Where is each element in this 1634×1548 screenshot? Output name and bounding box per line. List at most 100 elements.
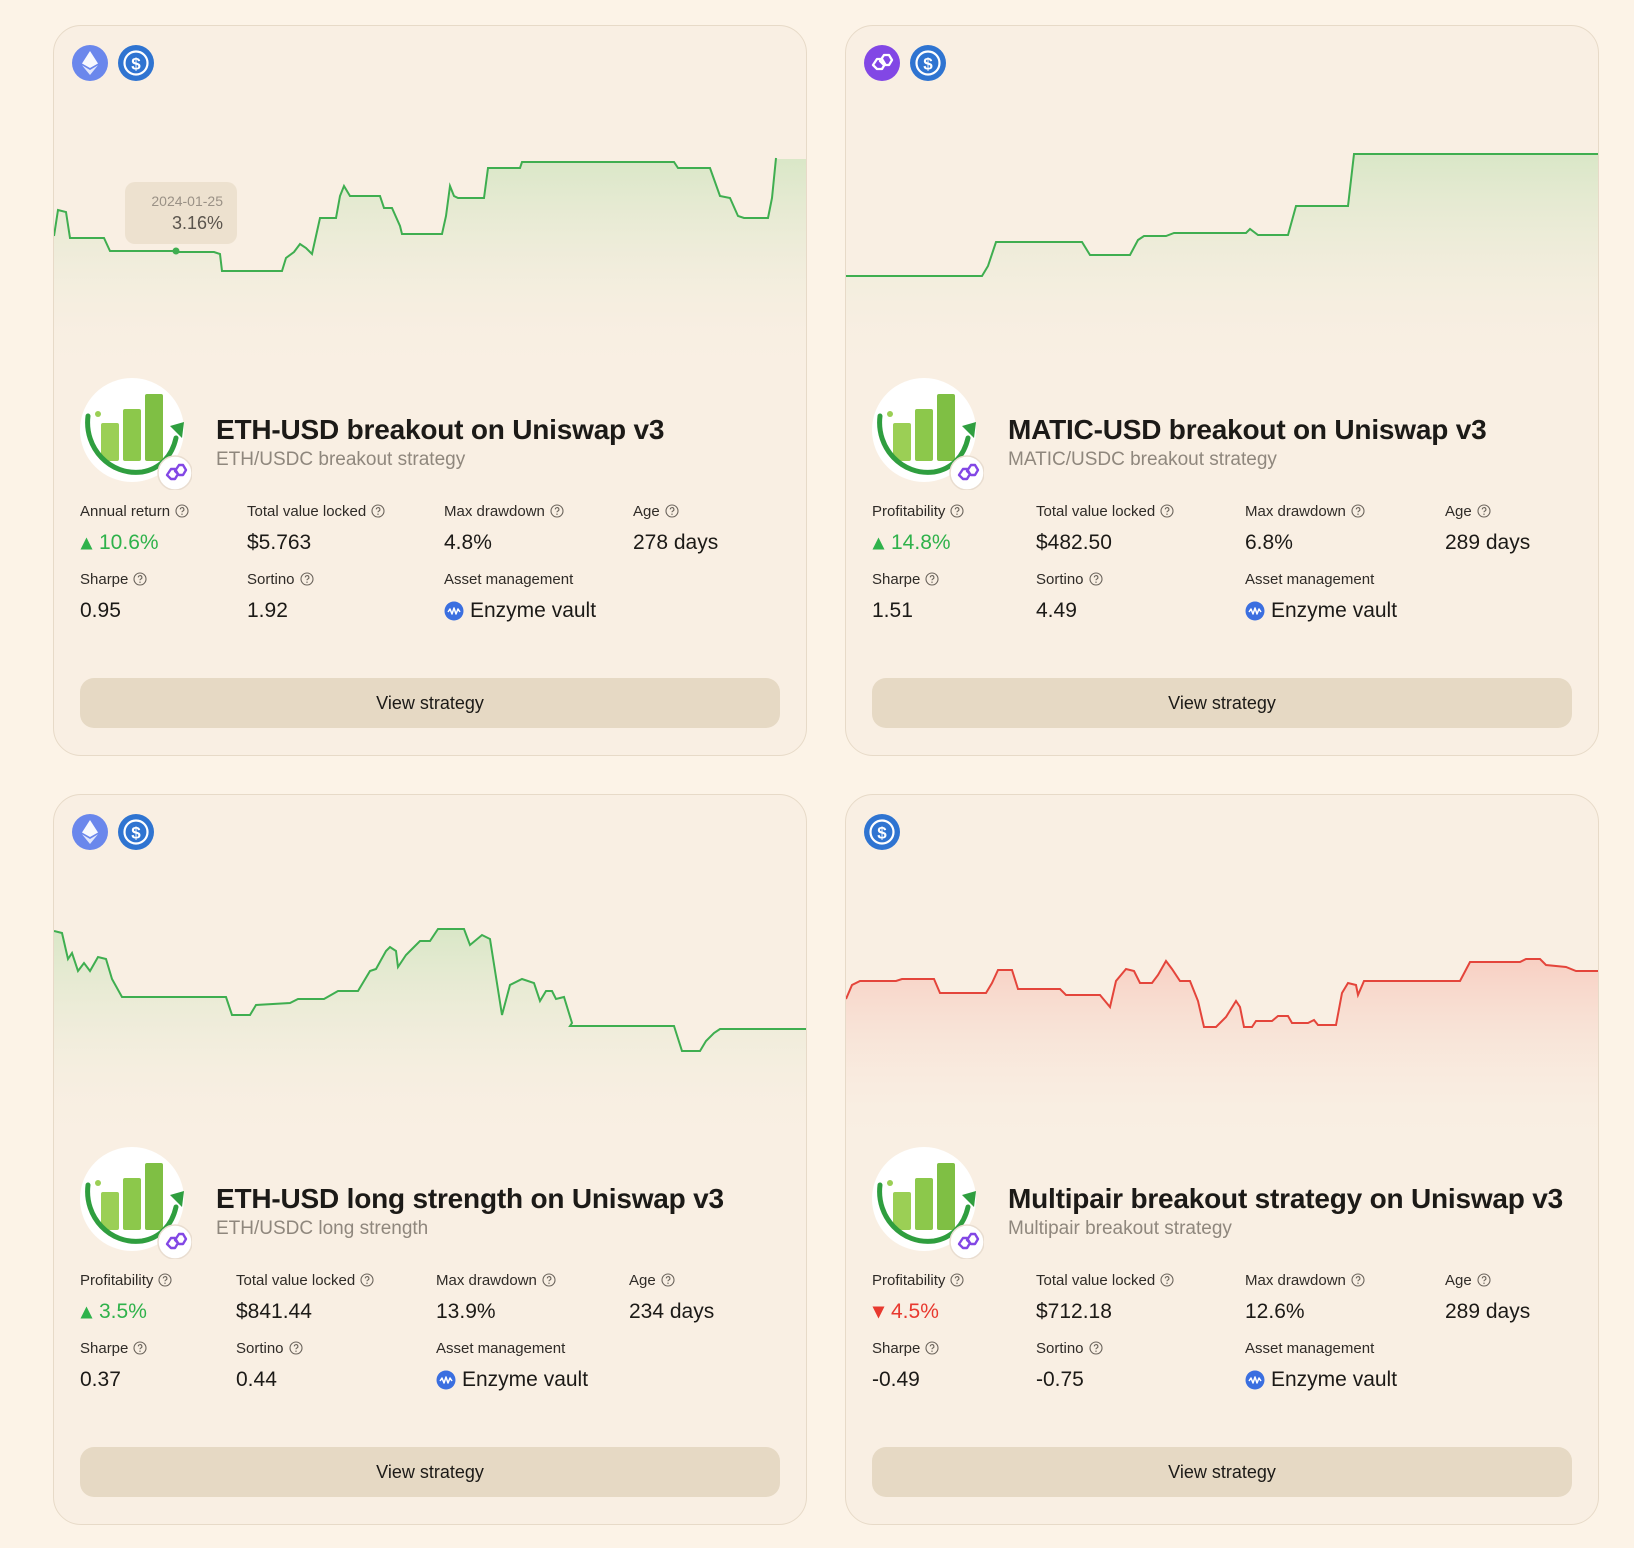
- polygon-icon: [863, 44, 901, 82]
- metric-value: Enzyme vault: [1271, 599, 1398, 622]
- help-icon[interactable]: [550, 504, 564, 518]
- metric-value: $482.50: [1036, 531, 1112, 554]
- strategy-logo: [872, 378, 984, 490]
- arrow-down-icon: [872, 1306, 885, 1319]
- metric-profitability: Profitability 3.5%: [80, 1271, 172, 1325]
- metric-value: 289 days: [1445, 1300, 1531, 1323]
- metric-value: 6.8%: [1245, 531, 1293, 554]
- metric-label: Sortino: [236, 1339, 284, 1357]
- help-icon[interactable]: [299, 572, 314, 586]
- strategy-card[interactable]: $ MATIC-USD breakout on Unis: [845, 25, 1599, 756]
- metric-sharpe: Sharpe 1.51: [872, 570, 939, 624]
- help-icon[interactable]: [1088, 572, 1103, 586]
- performance-chart[interactable]: [54, 795, 806, 1145]
- strategy-subtitle: MATIC/USDC breakout strategy: [1008, 449, 1277, 470]
- strategy-logo: [872, 1147, 984, 1259]
- help-icon[interactable]: [1160, 1273, 1174, 1287]
- metric-label: Age: [633, 502, 660, 520]
- metric-label: Sharpe: [80, 1339, 129, 1357]
- strategy-logo: [80, 378, 192, 490]
- help-icon[interactable]: [542, 1273, 556, 1287]
- metric-value: 4.8%: [444, 531, 492, 554]
- metric-value: 0.37: [80, 1368, 121, 1391]
- enzyme-vault-icon: [436, 1370, 456, 1390]
- performance-chart[interactable]: [846, 26, 1598, 376]
- metric-label: Total value locked: [236, 1271, 356, 1289]
- ethereum-icon: [71, 44, 109, 82]
- strategy-card[interactable]: $ ETH-USD long strength on U: [53, 794, 807, 1525]
- arrow-up-icon: [872, 537, 885, 550]
- svg-text:$: $: [131, 55, 141, 74]
- help-icon[interactable]: [1477, 504, 1491, 518]
- tooltip-date: 2024-01-25: [151, 193, 223, 209]
- metric-label: Total value locked: [1036, 502, 1156, 520]
- chart-line: [846, 958, 1598, 1028]
- strategy-title: MATIC-USD breakout on Uniswap v3: [1008, 414, 1487, 445]
- help-icon[interactable]: [1351, 1273, 1365, 1287]
- view-strategy-button[interactable]: View strategy: [80, 678, 780, 728]
- help-icon[interactable]: [288, 1341, 303, 1355]
- help-icon[interactable]: [665, 504, 679, 518]
- metric-label: Asset management: [1245, 1339, 1375, 1357]
- help-icon[interactable]: [1351, 504, 1365, 518]
- view-strategy-button[interactable]: View strategy: [80, 1447, 780, 1497]
- metric-label: Max drawdown: [1245, 1271, 1346, 1289]
- metric-profitability: Profitability 4.5%: [872, 1271, 964, 1325]
- performance-chart[interactable]: [846, 795, 1598, 1145]
- metric-asset-management: Asset management Enzyme vault: [444, 570, 596, 624]
- metric-value: 10.6%: [99, 531, 159, 554]
- chain-icons: $: [863, 44, 947, 82]
- metric-label: Total value locked: [1036, 1271, 1156, 1289]
- help-icon[interactable]: [158, 1273, 172, 1287]
- metric-age: Age 289 days: [1445, 502, 1530, 556]
- strategy-title: Multipair breakout strategy on Uniswap v…: [1008, 1183, 1564, 1214]
- metric-label: Sortino: [247, 570, 295, 588]
- enzyme-vault-icon: [444, 601, 464, 621]
- arrow-up-icon: [80, 537, 93, 550]
- metric-label: Sharpe: [872, 570, 921, 588]
- chain-icons: $: [71, 813, 155, 851]
- help-icon[interactable]: [175, 504, 189, 518]
- help-icon[interactable]: [950, 504, 964, 518]
- strategy-card[interactable]: $ Multipair breakout strateg: [845, 794, 1599, 1525]
- help-icon[interactable]: [360, 1273, 374, 1287]
- metric-value: 1.51: [872, 599, 913, 622]
- metric-label: Age: [629, 1271, 656, 1289]
- metric-value: $841.44: [236, 1300, 312, 1323]
- metric-label: Profitability: [872, 502, 946, 520]
- metric-value: $5.763: [247, 531, 312, 554]
- metric-sharpe: Sharpe -0.49: [872, 1339, 939, 1393]
- metric-label: Annual return: [80, 502, 171, 520]
- metric-label: Asset management: [436, 1339, 566, 1357]
- metric-label: Age: [1445, 1271, 1472, 1289]
- help-icon[interactable]: [133, 1341, 147, 1355]
- metric-tvl: Total value locked $482.50: [1036, 502, 1174, 556]
- help-icon[interactable]: [661, 1273, 675, 1287]
- metric-label: Sortino: [1036, 570, 1084, 588]
- arrow-up-icon: [80, 1306, 93, 1319]
- view-strategy-button[interactable]: View strategy: [872, 678, 1572, 728]
- help-icon[interactable]: [925, 572, 939, 586]
- help-icon[interactable]: [1160, 504, 1174, 518]
- enzyme-vault-icon: [1245, 1370, 1265, 1390]
- tooltip-value: 3.16%: [171, 213, 223, 233]
- performance-chart[interactable]: [54, 26, 806, 376]
- help-icon[interactable]: [950, 1273, 964, 1287]
- svg-text:$: $: [877, 824, 887, 843]
- metric-sortino: Sortino 1.92: [247, 570, 314, 624]
- metric-max-drawdown: Max drawdown 13.9%: [436, 1271, 556, 1325]
- chart-line: [54, 157, 777, 272]
- metric-value: 4.5%: [891, 1300, 939, 1323]
- strategy-card[interactable]: $ 2024-01-25 3.16%: [53, 25, 807, 756]
- help-icon[interactable]: [925, 1341, 939, 1355]
- help-icon[interactable]: [1088, 1341, 1103, 1355]
- view-strategy-button[interactable]: View strategy: [872, 1447, 1572, 1497]
- metric-max-drawdown: Max drawdown 12.6%: [1245, 1271, 1365, 1325]
- help-icon[interactable]: [371, 504, 385, 518]
- help-icon[interactable]: [133, 572, 147, 586]
- metric-label: Profitability: [872, 1271, 946, 1289]
- help-icon[interactable]: [1477, 1273, 1491, 1287]
- strategy-logo: [80, 1147, 192, 1259]
- metric-annual-return: Annual return 10.6%: [80, 502, 189, 556]
